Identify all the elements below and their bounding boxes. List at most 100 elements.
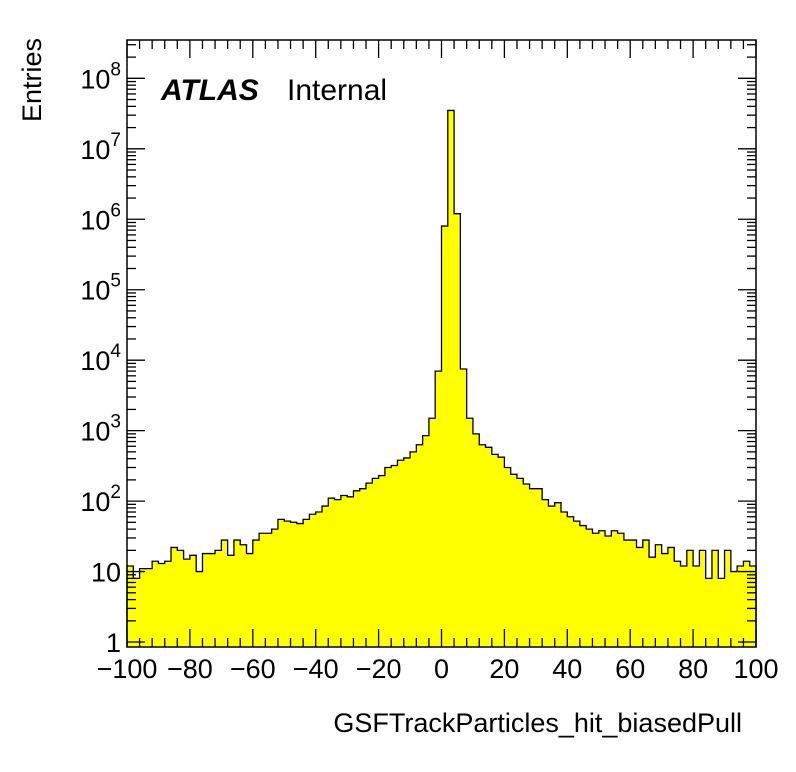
histogram-bin <box>378 475 386 647</box>
axes <box>126 40 757 647</box>
histogram-bin <box>397 460 405 647</box>
histogram-bin <box>215 550 222 647</box>
histogram-bin <box>277 519 285 647</box>
histogram-bin <box>183 559 191 647</box>
histogram-bin <box>315 512 323 647</box>
x-tick-label: 100 <box>733 654 778 684</box>
histogram-bin <box>510 474 518 647</box>
histogram-bin <box>598 530 606 647</box>
histogram-bin <box>724 550 732 647</box>
x-tick-label: −20 <box>356 654 402 684</box>
histogram-bin <box>479 444 486 647</box>
histogram-bin <box>693 565 700 647</box>
histogram-bin <box>189 555 197 647</box>
histogram-bin <box>284 521 291 647</box>
histogram-bin <box>177 550 185 647</box>
histogram-bin <box>617 533 625 647</box>
histogram-bin <box>630 540 637 647</box>
histogram-bin <box>127 565 134 647</box>
histogram-bin <box>542 499 549 647</box>
histogram-bin <box>749 565 757 647</box>
y-axis-title: Entries <box>17 38 47 122</box>
histogram-bin <box>579 525 587 647</box>
histogram-bin <box>737 565 744 647</box>
histogram-bin <box>573 521 581 647</box>
histogram-bin <box>661 553 669 647</box>
histogram-bin <box>435 371 442 647</box>
histogram-bin <box>680 565 688 647</box>
y-tick-label: 10 <box>91 558 121 588</box>
histogram-bin <box>561 512 568 647</box>
x-tick-labels: −100 −80 −60 −40 −20 0 20 40 60 80 100 <box>97 654 779 684</box>
histogram-bin <box>548 506 556 647</box>
x-tick-label: −80 <box>167 654 213 684</box>
histogram-bin <box>303 519 310 647</box>
histogram-bin <box>516 478 524 647</box>
histogram-bin <box>328 498 335 647</box>
histogram-outline <box>126 109 757 647</box>
histogram-bin <box>321 506 329 647</box>
histogram-bin <box>372 478 379 647</box>
histogram-bin <box>334 499 342 647</box>
y-tick-label: 102 <box>80 482 121 517</box>
x-tick-label: −60 <box>230 654 276 684</box>
y-tick-labels: 1 10 102 103 104 105 106 107 108 <box>80 59 121 658</box>
histogram-bin <box>290 522 298 647</box>
histogram-bin <box>145 568 153 647</box>
histogram-bin <box>649 557 656 647</box>
histogram-bin <box>674 561 681 647</box>
y-tick-label: 105 <box>80 271 121 306</box>
atlas-label: ATLAS <box>160 74 259 107</box>
histogram-bin <box>259 533 266 647</box>
plot-frame <box>126 39 757 648</box>
histogram-bin <box>416 444 424 647</box>
histogram-bars <box>126 109 757 648</box>
internal-label: Internal <box>287 74 387 107</box>
histogram-bin <box>498 457 505 647</box>
histogram-bin <box>441 226 449 647</box>
histogram-bin <box>164 561 172 647</box>
histogram-bin <box>340 495 348 647</box>
histogram-bin <box>611 530 619 647</box>
histogram-bin <box>227 555 235 647</box>
histogram-bin <box>705 578 713 647</box>
x-tick-label: −40 <box>293 654 339 684</box>
histogram-bin <box>523 483 530 647</box>
histogram-bin <box>636 547 644 647</box>
histogram-bin <box>485 447 493 647</box>
histogram-bin <box>403 457 411 647</box>
histogram-bin <box>202 553 210 647</box>
histogram-bin <box>384 467 392 647</box>
histogram-bin <box>592 533 600 647</box>
y-tick-label: 104 <box>80 341 121 376</box>
histogram-bin <box>460 368 468 647</box>
y-tick-label: 103 <box>80 412 121 447</box>
histogram-bin <box>623 540 631 647</box>
histogram-bin <box>491 454 499 647</box>
histogram-bin <box>447 110 455 648</box>
histogram-bin <box>454 213 461 647</box>
x-tick-label: 60 <box>615 654 645 684</box>
y-tick-label: 1 <box>106 628 121 658</box>
histogram-bin <box>686 550 694 647</box>
y-tick-label: 106 <box>80 200 121 235</box>
histogram-bin <box>171 547 178 647</box>
histogram-bin <box>309 514 317 647</box>
histogram-bin <box>567 516 574 647</box>
y-tick-label: 107 <box>80 130 121 165</box>
x-tick-label: 40 <box>552 654 582 684</box>
histogram-bin <box>554 502 562 647</box>
histogram-bin <box>428 418 436 647</box>
histogram-bin <box>535 488 543 647</box>
histogram-bin <box>642 540 650 647</box>
histogram-bin <box>504 467 512 647</box>
histogram-bin <box>208 553 216 647</box>
histogram-bin <box>410 451 417 647</box>
histogram-bin <box>196 571 203 647</box>
histogram-bin <box>271 529 279 647</box>
histogram-bin <box>730 571 738 647</box>
histogram-bin <box>667 547 675 647</box>
x-tick-label: 80 <box>678 654 708 684</box>
histogram-bin <box>158 563 166 647</box>
